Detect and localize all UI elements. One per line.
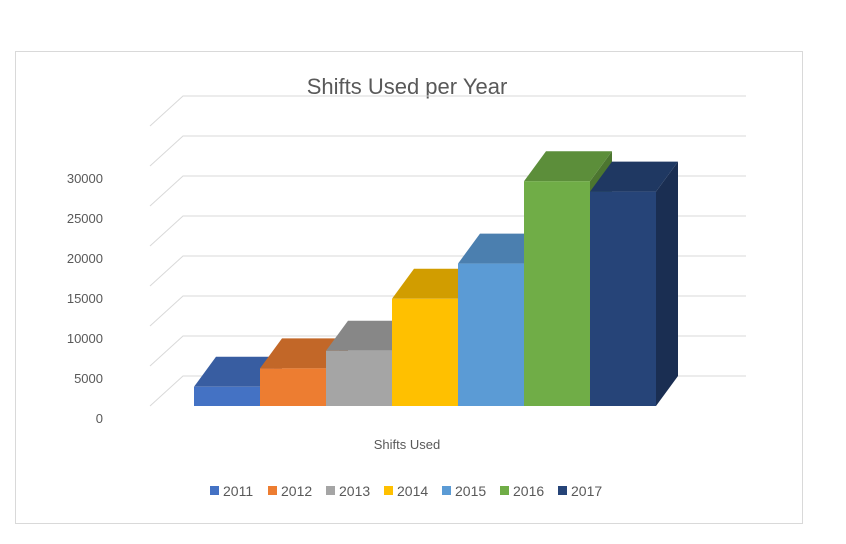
- y-tick-label-15000: 15000: [67, 291, 103, 306]
- bar-2017: [590, 161, 678, 406]
- legend-label-2015: 2015: [455, 483, 486, 499]
- bar-front-2012: [260, 368, 326, 406]
- legend-swatch-2017: [558, 486, 567, 495]
- legend-label-2016: 2016: [513, 483, 544, 499]
- legend-label-2011: 2011: [223, 483, 253, 499]
- legend-item-2016: 2016: [500, 483, 544, 499]
- y-tick-label-5000: 5000: [74, 371, 103, 386]
- y-tick-label-10000: 10000: [67, 331, 103, 346]
- bar-front-2016: [524, 181, 590, 406]
- chart-title: Shifts Used per Year: [307, 74, 508, 99]
- legend-item-2013: 2013: [326, 483, 370, 499]
- gridline-top: [149, 95, 746, 127]
- legend-item-2014: 2014: [384, 483, 428, 499]
- x-axis-label: Shifts Used: [374, 437, 440, 452]
- bars: [194, 151, 678, 406]
- bar-top-2016: [524, 151, 612, 182]
- y-tick-label-20000: 20000: [67, 251, 103, 266]
- legend-swatch-2012: [268, 486, 277, 495]
- legend-item-2015: 2015: [442, 483, 486, 499]
- legend-label-2012: 2012: [281, 483, 312, 499]
- y-tick-label-30000: 30000: [67, 171, 103, 186]
- bar-front-2013: [326, 350, 392, 406]
- legend-swatch-2015: [442, 486, 451, 495]
- y-tick-label-25000: 25000: [67, 211, 103, 226]
- gridline-30000: [149, 135, 746, 167]
- bar-front-2015: [458, 263, 524, 406]
- legend-item-2011: 2011: [210, 483, 253, 499]
- y-tick-label-0: 0: [96, 411, 103, 426]
- legend: 2011 2012 2013 2014 2015 2016 2017: [210, 483, 602, 499]
- legend-swatch-2016: [500, 486, 509, 495]
- y-axis-ticks: 0 5000 10000 15000 20000 25000 30000: [67, 171, 103, 426]
- legend-label-2017: 2017: [571, 483, 602, 499]
- bar-front-2017: [590, 191, 656, 406]
- bar-top-2017: [590, 161, 678, 192]
- legend-swatch-2013: [326, 486, 335, 495]
- legend-item-2012: 2012: [268, 483, 312, 499]
- bar-front-2011: [194, 386, 260, 406]
- legend-label-2014: 2014: [397, 483, 428, 499]
- legend-label-2013: 2013: [339, 483, 370, 499]
- bar-front-2014: [392, 298, 458, 406]
- legend-swatch-2011: [210, 486, 219, 495]
- bar-side-2017: [656, 161, 678, 406]
- legend-item-2017: 2017: [558, 483, 602, 499]
- legend-swatch-2014: [384, 486, 393, 495]
